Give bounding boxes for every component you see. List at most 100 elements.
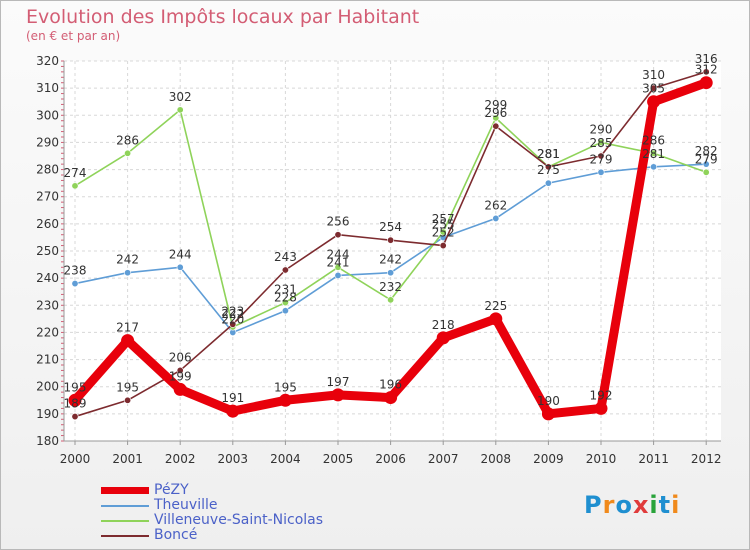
data-label: 217: [116, 321, 139, 335]
data-point: [281, 266, 289, 274]
data-point: [650, 84, 658, 92]
x-tick-label: 2000: [60, 452, 91, 466]
x-tick-label: 2003: [218, 452, 249, 466]
data-point: [702, 168, 710, 176]
data-point: [439, 228, 447, 236]
data-point: [387, 236, 395, 244]
data-point: [541, 407, 555, 421]
x-tick-label: 2002: [165, 452, 196, 466]
data-point: [71, 182, 79, 190]
data-point: [124, 269, 132, 277]
data-label: 241: [327, 255, 350, 269]
data-label: 316: [695, 52, 718, 66]
data-point: [176, 263, 184, 271]
data-point: [176, 366, 184, 374]
logo-letter: r: [602, 491, 616, 519]
data-point: [176, 106, 184, 114]
data-label: 244: [327, 247, 350, 261]
data-point: [124, 396, 132, 404]
y-tick-label: 310: [36, 81, 59, 95]
data-label: 192: [590, 388, 613, 402]
data-point: [436, 331, 450, 345]
data-label: 279: [695, 152, 718, 166]
logo-letter: P: [584, 491, 603, 519]
chart-title: Evolution des Impôts locaux par Habitant: [26, 6, 420, 28]
y-tick-label: 320: [36, 54, 59, 68]
data-point: [173, 382, 187, 396]
data-label: 252: [432, 226, 455, 240]
legend-swatch-pezy: [101, 487, 149, 494]
data-point: [387, 269, 395, 277]
data-label: 296: [484, 106, 507, 120]
data-label: 195: [274, 380, 297, 394]
data-point: [226, 404, 240, 418]
x-tick-label: 2004: [270, 452, 301, 466]
data-label: 286: [116, 133, 139, 147]
data-point: [281, 299, 289, 307]
y-tick-label: 260: [36, 217, 59, 231]
data-point: [597, 138, 605, 146]
data-point: [544, 163, 552, 171]
data-point: [334, 271, 342, 279]
data-point: [281, 307, 289, 315]
data-label: 223: [221, 304, 244, 318]
data-label: 282: [695, 144, 718, 158]
data-label: 285: [590, 136, 613, 150]
data-label: 310: [642, 68, 665, 82]
x-tick-label: 2009: [533, 452, 564, 466]
data-label: 275: [537, 163, 560, 177]
y-tick-label: 190: [36, 407, 59, 421]
y-tick-label: 210: [36, 353, 59, 367]
x-tick-label: 2006: [375, 452, 406, 466]
logo-letter: o: [615, 491, 633, 519]
legend-swatch-villeneuve: [101, 520, 149, 522]
data-point: [489, 312, 503, 326]
data-point: [702, 68, 710, 76]
data-label: 225: [484, 299, 507, 313]
data-point: [334, 263, 342, 271]
data-label: 222: [221, 307, 244, 321]
chart-subtitle: (en € et par an): [26, 29, 121, 43]
data-point: [492, 214, 500, 222]
data-point: [699, 76, 713, 90]
data-point: [650, 163, 658, 171]
data-label: 254: [379, 220, 402, 234]
data-label: 262: [484, 198, 507, 212]
data-point: [124, 149, 132, 157]
legend: PéZY Theuville Villeneuve-Saint-Nicolas …: [101, 482, 401, 544]
legend-label-bonce: Boncé: [154, 527, 198, 543]
data-point: [702, 160, 710, 168]
legend-item-pezy: PéZY: [101, 482, 401, 499]
data-label: 196: [379, 378, 402, 392]
data-point: [492, 114, 500, 122]
data-label: 238: [64, 264, 87, 278]
x-tick-label: 2010: [586, 452, 617, 466]
data-point: [68, 393, 82, 407]
logo-letter: x: [632, 491, 650, 519]
data-label: 305: [642, 82, 665, 96]
data-point: [597, 152, 605, 160]
data-label: 191: [221, 391, 244, 405]
data-label: 281: [642, 147, 665, 161]
logo-letter: i: [649, 491, 659, 519]
data-point: [439, 242, 447, 250]
data-point: [334, 231, 342, 239]
data-label: 244: [169, 247, 192, 261]
data-point: [492, 122, 500, 130]
data-label: 255: [432, 217, 455, 231]
data-label: 299: [484, 98, 507, 112]
data-label: 199: [169, 369, 192, 383]
data-label: 242: [379, 253, 402, 267]
y-tick-label: 250: [36, 244, 59, 258]
legend-swatch-theuville: [101, 505, 149, 507]
data-label: 218: [432, 318, 455, 332]
data-label: 286: [642, 133, 665, 147]
x-tick-label: 2007: [428, 452, 459, 466]
legend-item-bonce: Boncé: [101, 527, 401, 544]
data-label: 274: [64, 166, 87, 180]
data-label: 232: [379, 280, 402, 294]
y-tick-label: 230: [36, 298, 59, 312]
x-tick-label: 2005: [323, 452, 354, 466]
data-label: 290: [590, 122, 613, 136]
